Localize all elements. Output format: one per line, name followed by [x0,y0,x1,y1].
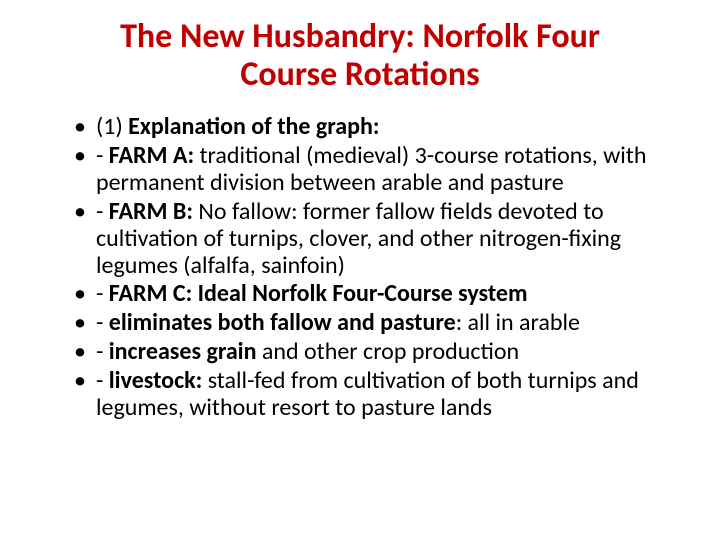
bullet-item: - FARM B: No fallow: former fallow field… [68,199,670,280]
text-run: FARM B: [109,197,199,226]
text-run: - [96,308,109,337]
slide-title: The New Husbandry: Norfolk Four Course R… [40,18,680,94]
bullet-list: (1) Explanation of the graph:- FARM A: t… [40,114,680,422]
text-run: : all in arable [456,308,580,337]
slide: The New Husbandry: Norfolk Four Course R… [0,0,720,540]
text-run: FARM A: [109,141,200,170]
text-run: - [96,141,109,170]
text-run: increases grain [109,337,262,366]
text-run: eliminates both fallow and pasture [109,308,456,337]
bullet-item: - increases grain and other crop product… [68,339,670,366]
text-run: - [96,366,109,395]
bullet-item: - FARM A: traditional (medieval) 3-cours… [68,143,670,197]
text-run: - [96,337,109,366]
bullet-item: - livestock: stall-fed from cultivation … [68,368,670,422]
text-run: - [96,197,109,226]
bullet-item: (1) Explanation of the graph: [68,114,670,141]
bullet-item: - FARM C: Ideal Norfolk Four-Course syst… [68,281,670,308]
text-run: and other crop production [262,337,519,366]
text-run: (1) [96,112,128,141]
text-run: livestock: [109,366,208,395]
text-run: FARM C: Ideal Norfolk Four-Course system [109,279,528,308]
text-run: - [96,279,109,308]
text-run: Explanation of the graph: [128,112,379,141]
bullet-item: - eliminates both fallow and pasture: al… [68,310,670,337]
